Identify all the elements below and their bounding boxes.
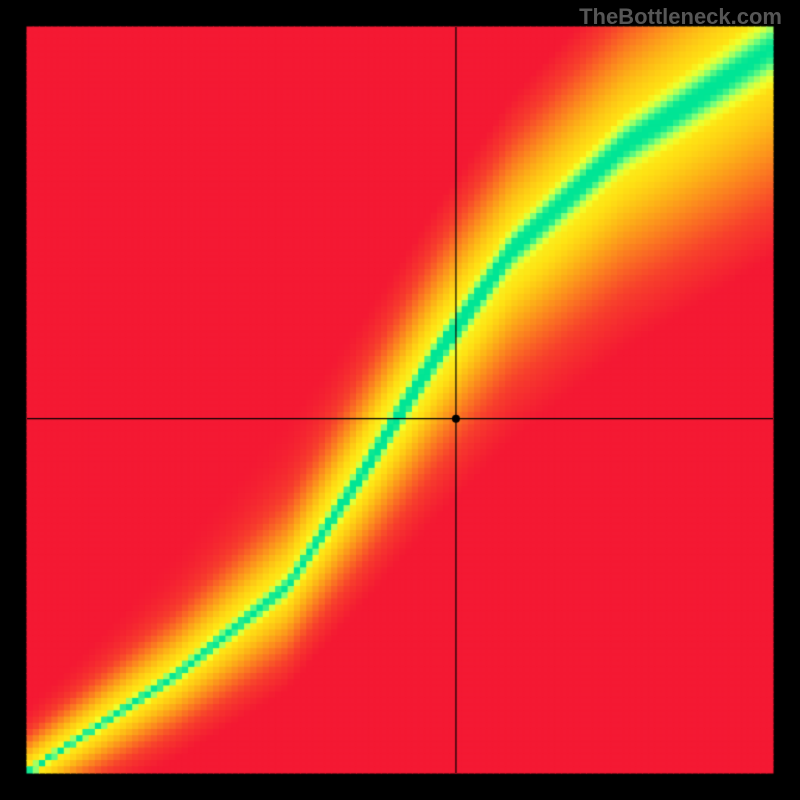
chart-container: TheBottleneck.com bbox=[0, 0, 800, 800]
bottleneck-heatmap bbox=[0, 0, 800, 800]
watermark-text: TheBottleneck.com bbox=[579, 4, 782, 30]
